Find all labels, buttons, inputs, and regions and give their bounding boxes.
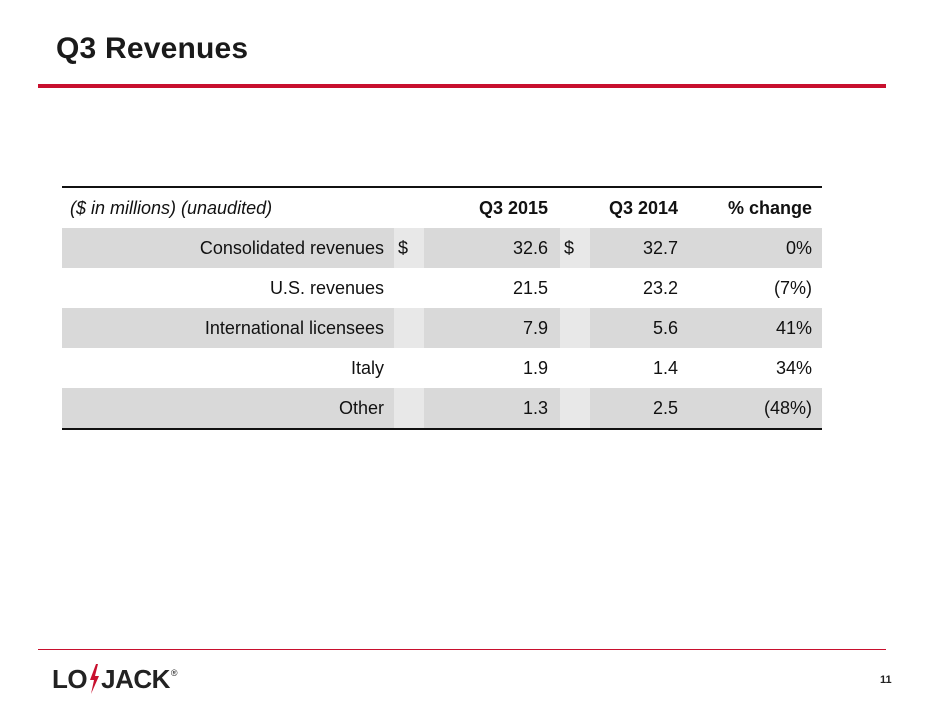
currency-symbol xyxy=(560,308,590,348)
page-number: 11 xyxy=(880,674,892,686)
value-q3-2014: 1.4 xyxy=(652,357,678,378)
lightning-bolt-icon xyxy=(90,664,100,694)
row-label: Consolidated revenues xyxy=(62,228,394,268)
currency-symbol: $ xyxy=(394,228,424,268)
header-q3-2015: Q3 2015 xyxy=(478,197,548,218)
value-q3-2015: 7.9 xyxy=(424,308,560,348)
value-pct-change: 0% xyxy=(690,228,822,268)
value-q3-2014: 23.2 xyxy=(642,277,678,298)
currency-symbol xyxy=(560,388,590,429)
header-spacer xyxy=(560,187,590,228)
row-label: International licensees xyxy=(62,308,394,348)
value-q3-2015: 1.9 xyxy=(522,357,548,378)
currency-symbol xyxy=(560,348,590,388)
value-pct-change: (7%) xyxy=(773,277,812,298)
value-pct-change: 41% xyxy=(690,308,822,348)
value-q3-2015: 32.6 xyxy=(424,228,560,268)
value-q3-2014: 2.5 xyxy=(590,388,690,429)
logo-text-left: LO xyxy=(52,663,88,694)
row-label: U.S. revenues xyxy=(269,277,384,298)
slide-title: Q3 Revenues xyxy=(56,32,249,65)
row-label: Italy xyxy=(350,357,384,378)
title-divider xyxy=(38,84,886,88)
footer-divider xyxy=(38,649,886,650)
header-label: ($ in millions) (unaudited) xyxy=(70,197,273,218)
row-label: Other xyxy=(62,388,394,429)
header-q3-2014: Q3 2014 xyxy=(608,197,678,218)
value-q3-2014: 5.6 xyxy=(590,308,690,348)
currency-symbol xyxy=(560,268,590,308)
table-header-row: ($ in millions) (unaudited) Q3 2015 Q3 2… xyxy=(62,187,822,228)
logo-text-right: JACK xyxy=(101,663,170,694)
table-row: Consolidated revenues $ 32.6 $ 32.7 0% xyxy=(62,228,822,268)
value-q3-2014: 32.7 xyxy=(590,228,690,268)
value-q3-2015: 1.3 xyxy=(424,388,560,429)
table-row: International licensees 7.9 5.6 41% xyxy=(62,308,822,348)
value-pct-change: 34% xyxy=(775,357,812,378)
value-pct-change: (48%) xyxy=(690,388,822,429)
value-q3-2015: 21.5 xyxy=(512,277,548,298)
revenue-table: ($ in millions) (unaudited) Q3 2015 Q3 2… xyxy=(62,186,822,430)
currency-symbol xyxy=(394,268,424,308)
currency-symbol: $ xyxy=(560,228,590,268)
currency-symbol xyxy=(394,388,424,429)
table-row: Other 1.3 2.5 (48%) xyxy=(62,388,822,429)
header-pct-change: % change xyxy=(727,197,812,218)
currency-symbol xyxy=(394,348,424,388)
table-row: Italy 1.9 1.4 34% xyxy=(62,348,822,388)
table-row: U.S. revenues 21.5 23.2 (7%) xyxy=(62,268,822,308)
registered-mark: ® xyxy=(170,668,178,678)
header-spacer xyxy=(394,187,424,228)
currency-symbol xyxy=(394,308,424,348)
lojack-logo: LO JACK ® xyxy=(52,663,178,694)
